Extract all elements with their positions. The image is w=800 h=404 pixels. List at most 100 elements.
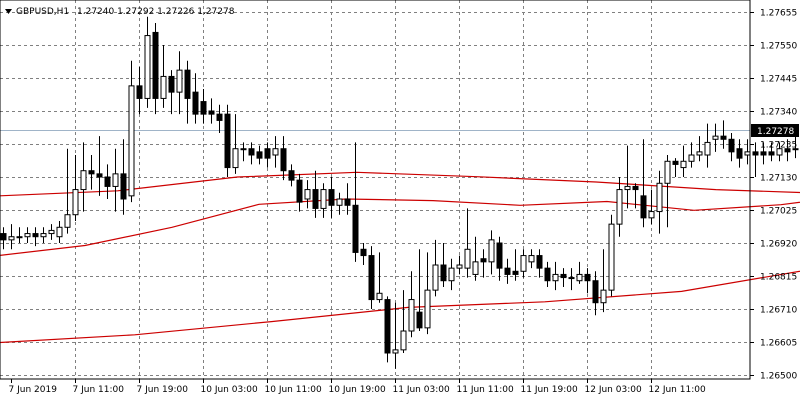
candle-body (744, 151, 751, 156)
candle (232, 114, 239, 174)
candle-body (8, 236, 15, 241)
candle-body (632, 185, 639, 191)
candle-body (216, 113, 223, 121)
candle-body (280, 148, 287, 172)
candle (8, 224, 15, 250)
candle (328, 177, 335, 218)
candle (440, 243, 447, 287)
candle (392, 302, 399, 369)
candle-body (248, 148, 255, 156)
candle-body (192, 91, 199, 115)
candle (152, 23, 159, 115)
candle-body (264, 148, 271, 159)
candle-body (400, 330, 407, 351)
time-axis: 7 Jun 2019 7 Jun 11:00 7 Jun 19:00 10 Jun 0… (9, 379, 706, 395)
candle (56, 221, 63, 243)
candle (128, 60, 135, 203)
candle (488, 230, 495, 275)
candle-body (160, 75, 167, 99)
candle-body (32, 233, 39, 238)
candle-body (104, 176, 111, 187)
time-tick-label: 7 Jun 19:00 (137, 385, 189, 395)
candle-body (328, 189, 335, 206)
candle (400, 290, 407, 353)
candle (448, 258, 455, 291)
candle (592, 271, 599, 316)
candle-body (776, 148, 783, 156)
candle (336, 192, 343, 215)
time-tick-label: 10 Jun 03:00 (201, 385, 258, 395)
candle (32, 227, 39, 247)
candle (408, 271, 415, 338)
candle (112, 148, 119, 212)
candle (576, 261, 583, 284)
candle (776, 142, 783, 162)
current-price-label: 1.27278 (751, 124, 799, 137)
candle-body (768, 151, 775, 156)
triangle-down-icon[interactable] (5, 9, 12, 14)
candle-body (728, 138, 735, 153)
candle-body (736, 148, 743, 159)
candle (544, 261, 551, 287)
candle-body (64, 214, 71, 228)
candle (344, 183, 351, 215)
candle (248, 142, 255, 165)
candle (648, 189, 655, 225)
candle-body (568, 277, 575, 280)
candle-body (792, 148, 799, 151)
candle-body (496, 242, 503, 269)
candle-body (392, 349, 399, 354)
candle-body (752, 151, 759, 156)
candle-body (24, 233, 31, 238)
candle (264, 142, 271, 168)
candle (24, 227, 31, 243)
candle-body (640, 195, 647, 219)
candle (704, 123, 711, 168)
candle-body (80, 170, 87, 191)
candle-body (520, 255, 527, 272)
candle-body (672, 160, 679, 165)
candle (616, 177, 623, 237)
candle (568, 268, 575, 291)
candle (320, 183, 327, 218)
candle-body (440, 264, 447, 282)
candle (104, 164, 111, 199)
candle-body (176, 69, 183, 93)
candle-body (200, 101, 207, 115)
candle (360, 243, 367, 265)
candle-body (664, 160, 671, 184)
candle (88, 155, 95, 190)
candle-body (408, 299, 415, 332)
candle-body (544, 267, 551, 282)
candle-body (416, 311, 423, 329)
candle (656, 170, 663, 234)
candle-body (648, 211, 655, 219)
time-tick-label: 11 Jun 03:00 (393, 385, 450, 395)
candle-body (376, 292, 383, 301)
candle-body (336, 198, 343, 206)
candle-body (584, 273, 591, 282)
time-tick-label: 7 Jun 2019 (9, 385, 58, 395)
candle (512, 249, 519, 281)
price-tick-label: 1.27340 (760, 108, 797, 118)
candle-body (784, 148, 791, 153)
candle-body (760, 151, 767, 156)
candle (48, 224, 55, 240)
candle (208, 98, 215, 124)
candle (760, 142, 767, 165)
current-price-box (751, 124, 799, 137)
price-tick-label: 1.27025 (760, 207, 797, 217)
candle-body (512, 270, 519, 275)
chart-header: GBPUSD,H1 1.27240 1.27292 1.27226 1.2727… (5, 7, 235, 17)
grid-lines (0, 0, 750, 379)
candle (472, 236, 479, 281)
candle (632, 183, 639, 209)
candle-body (536, 255, 543, 269)
candle-body (576, 273, 583, 282)
candle-body (304, 189, 311, 200)
moving-average-line-2 (0, 198, 800, 256)
candle (272, 136, 279, 168)
candle (256, 145, 263, 165)
